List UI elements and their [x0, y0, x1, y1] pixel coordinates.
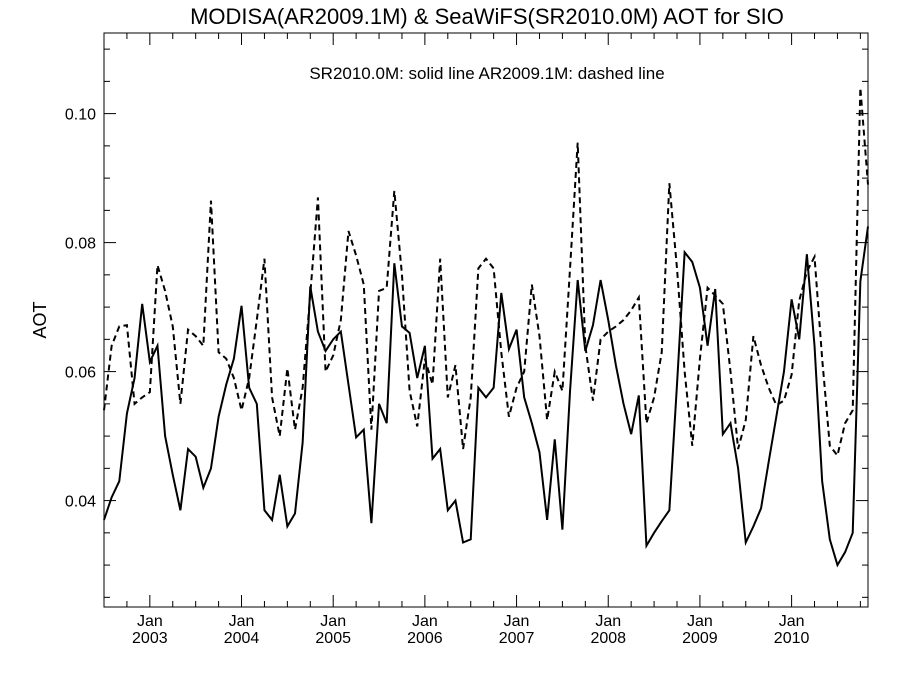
- y-tick-label: 0.04: [65, 494, 96, 511]
- plot-axes: 0.040.060.080.10Jan2003Jan2004Jan2005Jan…: [65, 33, 868, 647]
- x-tick-label-year: 2007: [499, 630, 535, 647]
- x-tick-label-year: 2004: [224, 630, 260, 647]
- x-tick-label-month: Jan: [320, 613, 346, 630]
- y-axis-label: AOT: [30, 301, 50, 338]
- series-layer: [103, 87, 869, 568]
- x-tick-label-year: 2009: [682, 630, 718, 647]
- chart-title: MODISA(AR2009.1M) & SeaWiFS(SR2010.0M) A…: [190, 4, 784, 29]
- x-tick-label-month: Jan: [779, 613, 805, 630]
- x-tick-label-month: Jan: [687, 613, 713, 630]
- series-line-sr2010-solid: [103, 226, 869, 568]
- x-tick-label-year: 2003: [132, 630, 168, 647]
- x-tick-label-month: Jan: [504, 613, 530, 630]
- x-tick-label-month: Jan: [412, 613, 438, 630]
- plot-frame: [103, 32, 869, 608]
- x-tick-label-year: 2005: [315, 630, 351, 647]
- x-tick-label-month: Jan: [229, 613, 255, 630]
- x-tick-label-year: 2008: [590, 630, 626, 647]
- y-tick-label: 0.10: [65, 107, 96, 124]
- x-tick-label-month: Jan: [137, 613, 163, 630]
- x-tick-label-month: Jan: [595, 613, 621, 630]
- series-line-ar2009-dashed: [103, 87, 869, 458]
- x-tick-label-year: 2006: [407, 630, 443, 647]
- y-tick-label: 0.08: [65, 236, 96, 253]
- legend-annotation: SR2010.0M: solid line AR2009.1M: dashed …: [309, 64, 664, 83]
- x-tick-label-year: 2010: [774, 630, 810, 647]
- y-tick-label: 0.06: [65, 365, 96, 382]
